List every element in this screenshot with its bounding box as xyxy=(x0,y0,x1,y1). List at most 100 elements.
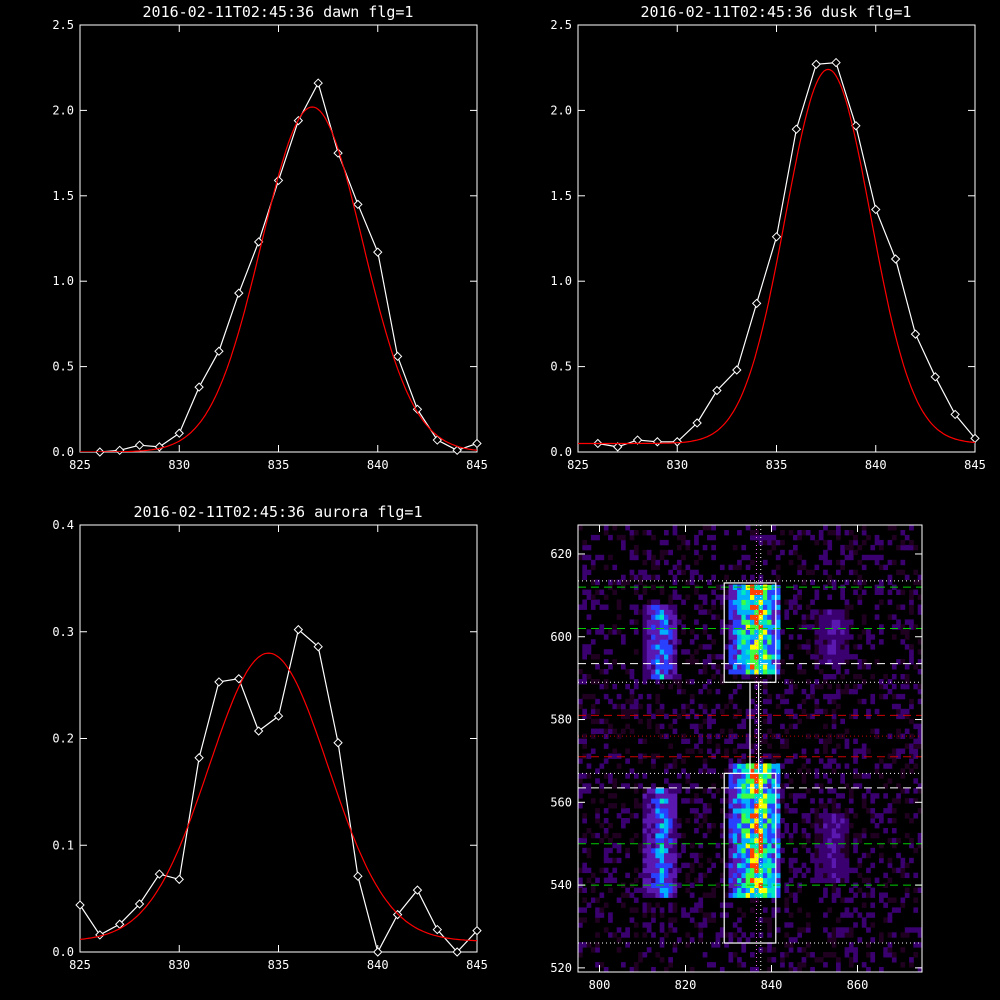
heatmap-cell xyxy=(651,818,656,824)
heatmap-cell xyxy=(642,892,648,898)
heatmap-cell xyxy=(900,639,906,645)
heatmap-cell xyxy=(745,798,751,804)
heatmap-cell xyxy=(913,664,919,670)
heatmap-cell xyxy=(664,609,669,615)
heatmap-cell xyxy=(737,927,742,933)
heatmap-cell xyxy=(655,788,661,794)
heatmap-cell xyxy=(646,813,652,819)
heatmap-cell xyxy=(672,917,678,923)
heatmap-cell xyxy=(767,649,772,655)
spectrogram-ytick-label: 540 xyxy=(550,878,572,892)
heatmap-cell xyxy=(676,683,682,690)
heatmap-cell xyxy=(711,708,716,715)
heatmap-cell xyxy=(848,912,854,918)
heatmap-cell xyxy=(659,927,665,933)
heatmap-cell xyxy=(638,753,643,759)
heatmap-cell xyxy=(694,852,699,859)
heatmap-cell xyxy=(659,803,665,809)
heatmap-cell xyxy=(754,892,759,898)
heatmap-cell xyxy=(767,743,772,749)
heatmap-cell xyxy=(775,703,781,710)
heatmap-cell xyxy=(805,614,811,620)
heatmap-cell xyxy=(646,604,652,610)
heatmap-cell xyxy=(724,942,729,948)
heatmap-cell xyxy=(904,743,910,749)
dusk-ytick-label: 2.5 xyxy=(550,18,572,32)
heatmap-cell xyxy=(801,619,807,625)
heatmap-cell xyxy=(823,862,828,869)
heatmap-cell xyxy=(831,892,837,898)
heatmap-cell xyxy=(780,659,785,665)
heatmap-cell xyxy=(818,957,824,963)
heatmap-cell xyxy=(896,708,901,715)
heatmap-cell xyxy=(732,614,738,620)
heatmap-cell xyxy=(762,649,768,655)
heatmap-cell xyxy=(758,669,764,675)
heatmap-cell xyxy=(767,788,772,794)
heatmap-cell xyxy=(797,534,802,541)
heatmap-cell xyxy=(676,594,682,600)
heatmap-cell xyxy=(870,554,876,561)
heatmap-cell xyxy=(719,629,725,635)
heatmap-cell xyxy=(758,624,764,630)
heatmap-cell xyxy=(797,634,802,640)
heatmap-cell xyxy=(694,723,699,730)
heatmap-cell xyxy=(750,599,755,605)
heatmap-cell xyxy=(741,554,747,561)
heatmap-cell xyxy=(664,539,669,546)
heatmap-cell xyxy=(853,783,858,789)
heatmap-cell xyxy=(762,798,768,804)
heatmap-cell xyxy=(659,818,665,824)
heatmap-cell xyxy=(788,867,794,874)
heatmap-cell xyxy=(715,788,721,794)
heatmap-cell xyxy=(793,828,798,834)
heatmap-cell xyxy=(664,530,669,536)
heatmap-cell xyxy=(586,763,592,769)
heatmap-cell xyxy=(715,733,721,739)
heatmap-cell xyxy=(853,738,858,744)
heatmap-cell xyxy=(844,927,850,933)
heatmap-cell xyxy=(909,654,914,660)
heatmap-cell xyxy=(642,877,648,883)
heatmap-cell xyxy=(707,828,712,834)
heatmap-cell xyxy=(741,803,747,809)
heatmap-cell xyxy=(836,832,841,839)
heatmap-cell xyxy=(646,654,652,660)
heatmap-cell xyxy=(844,832,850,839)
heatmap-cell xyxy=(659,589,665,595)
heatmap-cell xyxy=(775,793,781,799)
aurora-data-point xyxy=(253,726,264,736)
heatmap-cell xyxy=(775,927,781,933)
heatmap-cell xyxy=(879,758,884,764)
heatmap-cell xyxy=(827,733,833,739)
heatmap-cell xyxy=(750,708,755,715)
heatmap-cell xyxy=(784,828,790,834)
heatmap-cell xyxy=(676,569,682,576)
heatmap-cell xyxy=(853,957,858,963)
heatmap-cell xyxy=(741,718,747,725)
heatmap-cell xyxy=(762,654,768,660)
heatmap-cell xyxy=(840,649,845,655)
heatmap-cell xyxy=(767,957,772,963)
heatmap-cell xyxy=(810,808,815,814)
heatmap-cell xyxy=(711,654,716,660)
heatmap-cell xyxy=(599,763,605,769)
heatmap-cell xyxy=(758,539,764,546)
heatmap-cell xyxy=(793,713,798,720)
heatmap-cell xyxy=(651,758,656,764)
heatmap-cell xyxy=(836,917,841,923)
dawn-ytick-label: 0.5 xyxy=(52,360,74,374)
heatmap-cell xyxy=(737,788,742,794)
heatmap-cell xyxy=(681,832,686,839)
heatmap-cell xyxy=(668,818,673,824)
heatmap-cell xyxy=(590,599,596,605)
heatmap-cell xyxy=(750,862,755,869)
heatmap-cell xyxy=(887,808,893,814)
heatmap-cell xyxy=(771,614,777,620)
heatmap-cell xyxy=(694,559,699,566)
heatmap-cell xyxy=(633,967,639,973)
heatmap-cell xyxy=(831,718,837,725)
heatmap-cell xyxy=(823,619,828,625)
heatmap-cell xyxy=(771,957,777,963)
heatmap-cell xyxy=(651,882,656,888)
